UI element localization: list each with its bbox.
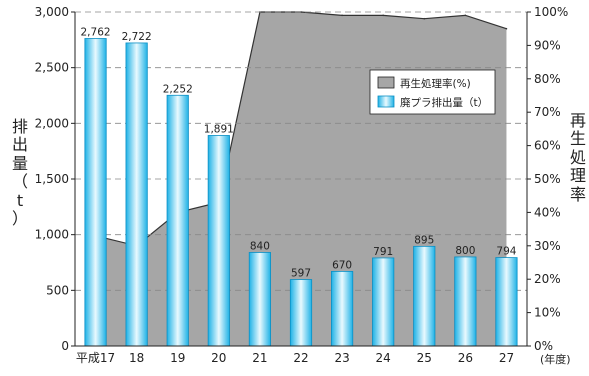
- y-left-tick-label: 1,000: [35, 228, 69, 242]
- bar: [84, 38, 107, 347]
- bar: [248, 252, 271, 347]
- bar-data-label: 1,891: [204, 123, 234, 135]
- bar: [331, 271, 354, 347]
- y-right-tick-label: 100%: [534, 5, 568, 19]
- area-point: [341, 14, 343, 17]
- y-left-tick-label: 2,000: [35, 116, 69, 130]
- y-left-tick-label: 0: [61, 339, 69, 353]
- bar-data-label: 2,762: [81, 26, 111, 38]
- legend-swatch-bar: [377, 95, 395, 108]
- y-right-tick-label: 90%: [534, 38, 561, 52]
- area-point: [464, 14, 467, 17]
- bar: [454, 256, 477, 347]
- bar-data-label: 800: [455, 245, 475, 257]
- x-tick-label: 21: [252, 351, 267, 365]
- y-right-tick-label: 70%: [534, 105, 561, 119]
- x-tick-label: 25: [417, 351, 432, 365]
- bar-data-label: 2,252: [163, 83, 193, 95]
- x-axis-unit: (年度): [540, 353, 571, 366]
- y-right-tick-label: 30%: [534, 239, 561, 253]
- bar: [289, 279, 313, 347]
- area-point: [505, 27, 508, 30]
- legend-swatch-area: [377, 76, 395, 89]
- legend-label-area: 再生処理率(%): [400, 77, 471, 90]
- y-right-tick-label: 20%: [534, 272, 561, 286]
- y-right-tick-label: 40%: [534, 205, 561, 219]
- y-axis-left-label-text: 排出量（t）: [11, 117, 28, 228]
- y-left-tick-label: 2,500: [35, 61, 69, 75]
- bar-data-label: 2,722: [122, 31, 152, 43]
- y-left-tick-label: 1,500: [35, 172, 69, 186]
- y-right-tick-label: 0%: [534, 339, 553, 353]
- y-axis-right-label-text: 再生処理率: [569, 111, 586, 204]
- y-left-tick-label: 500: [46, 283, 69, 297]
- bar-data-label: 791: [373, 246, 393, 258]
- bar-data-label: 840: [250, 240, 270, 252]
- x-tick-label: 20: [211, 351, 226, 365]
- x-tick-label: 24: [376, 351, 391, 365]
- x-tick-label: 平成17: [76, 351, 115, 365]
- x-tick-label: 19: [170, 351, 185, 365]
- legend-label-bar: 廃プラ排出量（t）: [400, 96, 488, 109]
- area-point: [382, 14, 384, 17]
- x-tick-label: 27: [499, 351, 514, 365]
- bar: [166, 94, 189, 347]
- area-point: [423, 17, 426, 20]
- y-right-tick-label: 60%: [534, 139, 561, 153]
- bar-data-label: 597: [291, 268, 311, 280]
- bar-data-label: 895: [414, 234, 434, 246]
- bar: [207, 135, 230, 347]
- bar: [372, 257, 395, 347]
- y-axis-right-label: 再生処理率: [568, 111, 588, 204]
- bar-data-label: 794: [496, 246, 516, 258]
- y-right-tick-label: 10%: [534, 306, 561, 320]
- bar: [495, 257, 518, 347]
- bar: [125, 42, 148, 347]
- y-right-tick-label: 50%: [534, 172, 561, 186]
- y-right-tick-label: 80%: [534, 72, 561, 86]
- y-axis-left-label: 排出量（t）: [10, 117, 30, 228]
- bar-data-label: 670: [332, 259, 352, 271]
- bar: [413, 245, 436, 347]
- x-tick-label: 26: [458, 351, 473, 365]
- x-tick-label: 23: [334, 351, 349, 365]
- x-tick-label: 18: [129, 351, 144, 365]
- x-tick-label: 22: [293, 351, 308, 365]
- y-left-tick-label: 3,000: [35, 5, 69, 19]
